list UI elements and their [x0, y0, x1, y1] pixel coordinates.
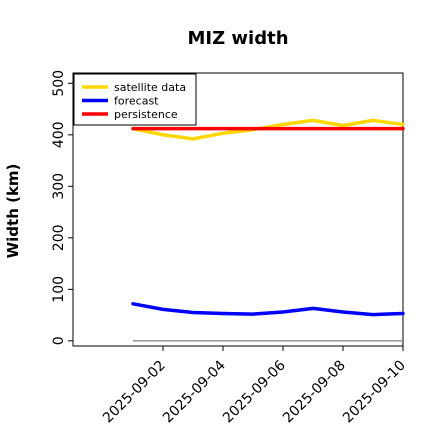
y-tick-label: 0: [51, 336, 67, 345]
y-axis-label: Width (km): [4, 164, 22, 259]
x-tick-label: 2025-09-04: [160, 357, 229, 426]
legend-label: forecast: [114, 95, 159, 108]
series-line-forecast: [131, 302, 405, 317]
y-tick-label: 100: [51, 276, 67, 303]
y-tick-label: 400: [51, 121, 67, 148]
y-tick-label: 500: [51, 70, 67, 97]
legend-label: satellite data: [114, 81, 186, 94]
y-tick-label: 200: [51, 224, 67, 251]
x-tick-label: 2025-09-02: [100, 358, 169, 427]
plot-area: [72, 72, 404, 347]
y-tick-label: 300: [51, 173, 67, 200]
x-tick-label: 2025-09-10: [340, 358, 409, 427]
legend-label: persistence: [114, 108, 178, 121]
x-tick-label: 2025-09-08: [280, 358, 349, 427]
chart-title: MIZ width: [187, 28, 288, 49]
x-tick-label: 2025-09-06: [220, 357, 289, 426]
